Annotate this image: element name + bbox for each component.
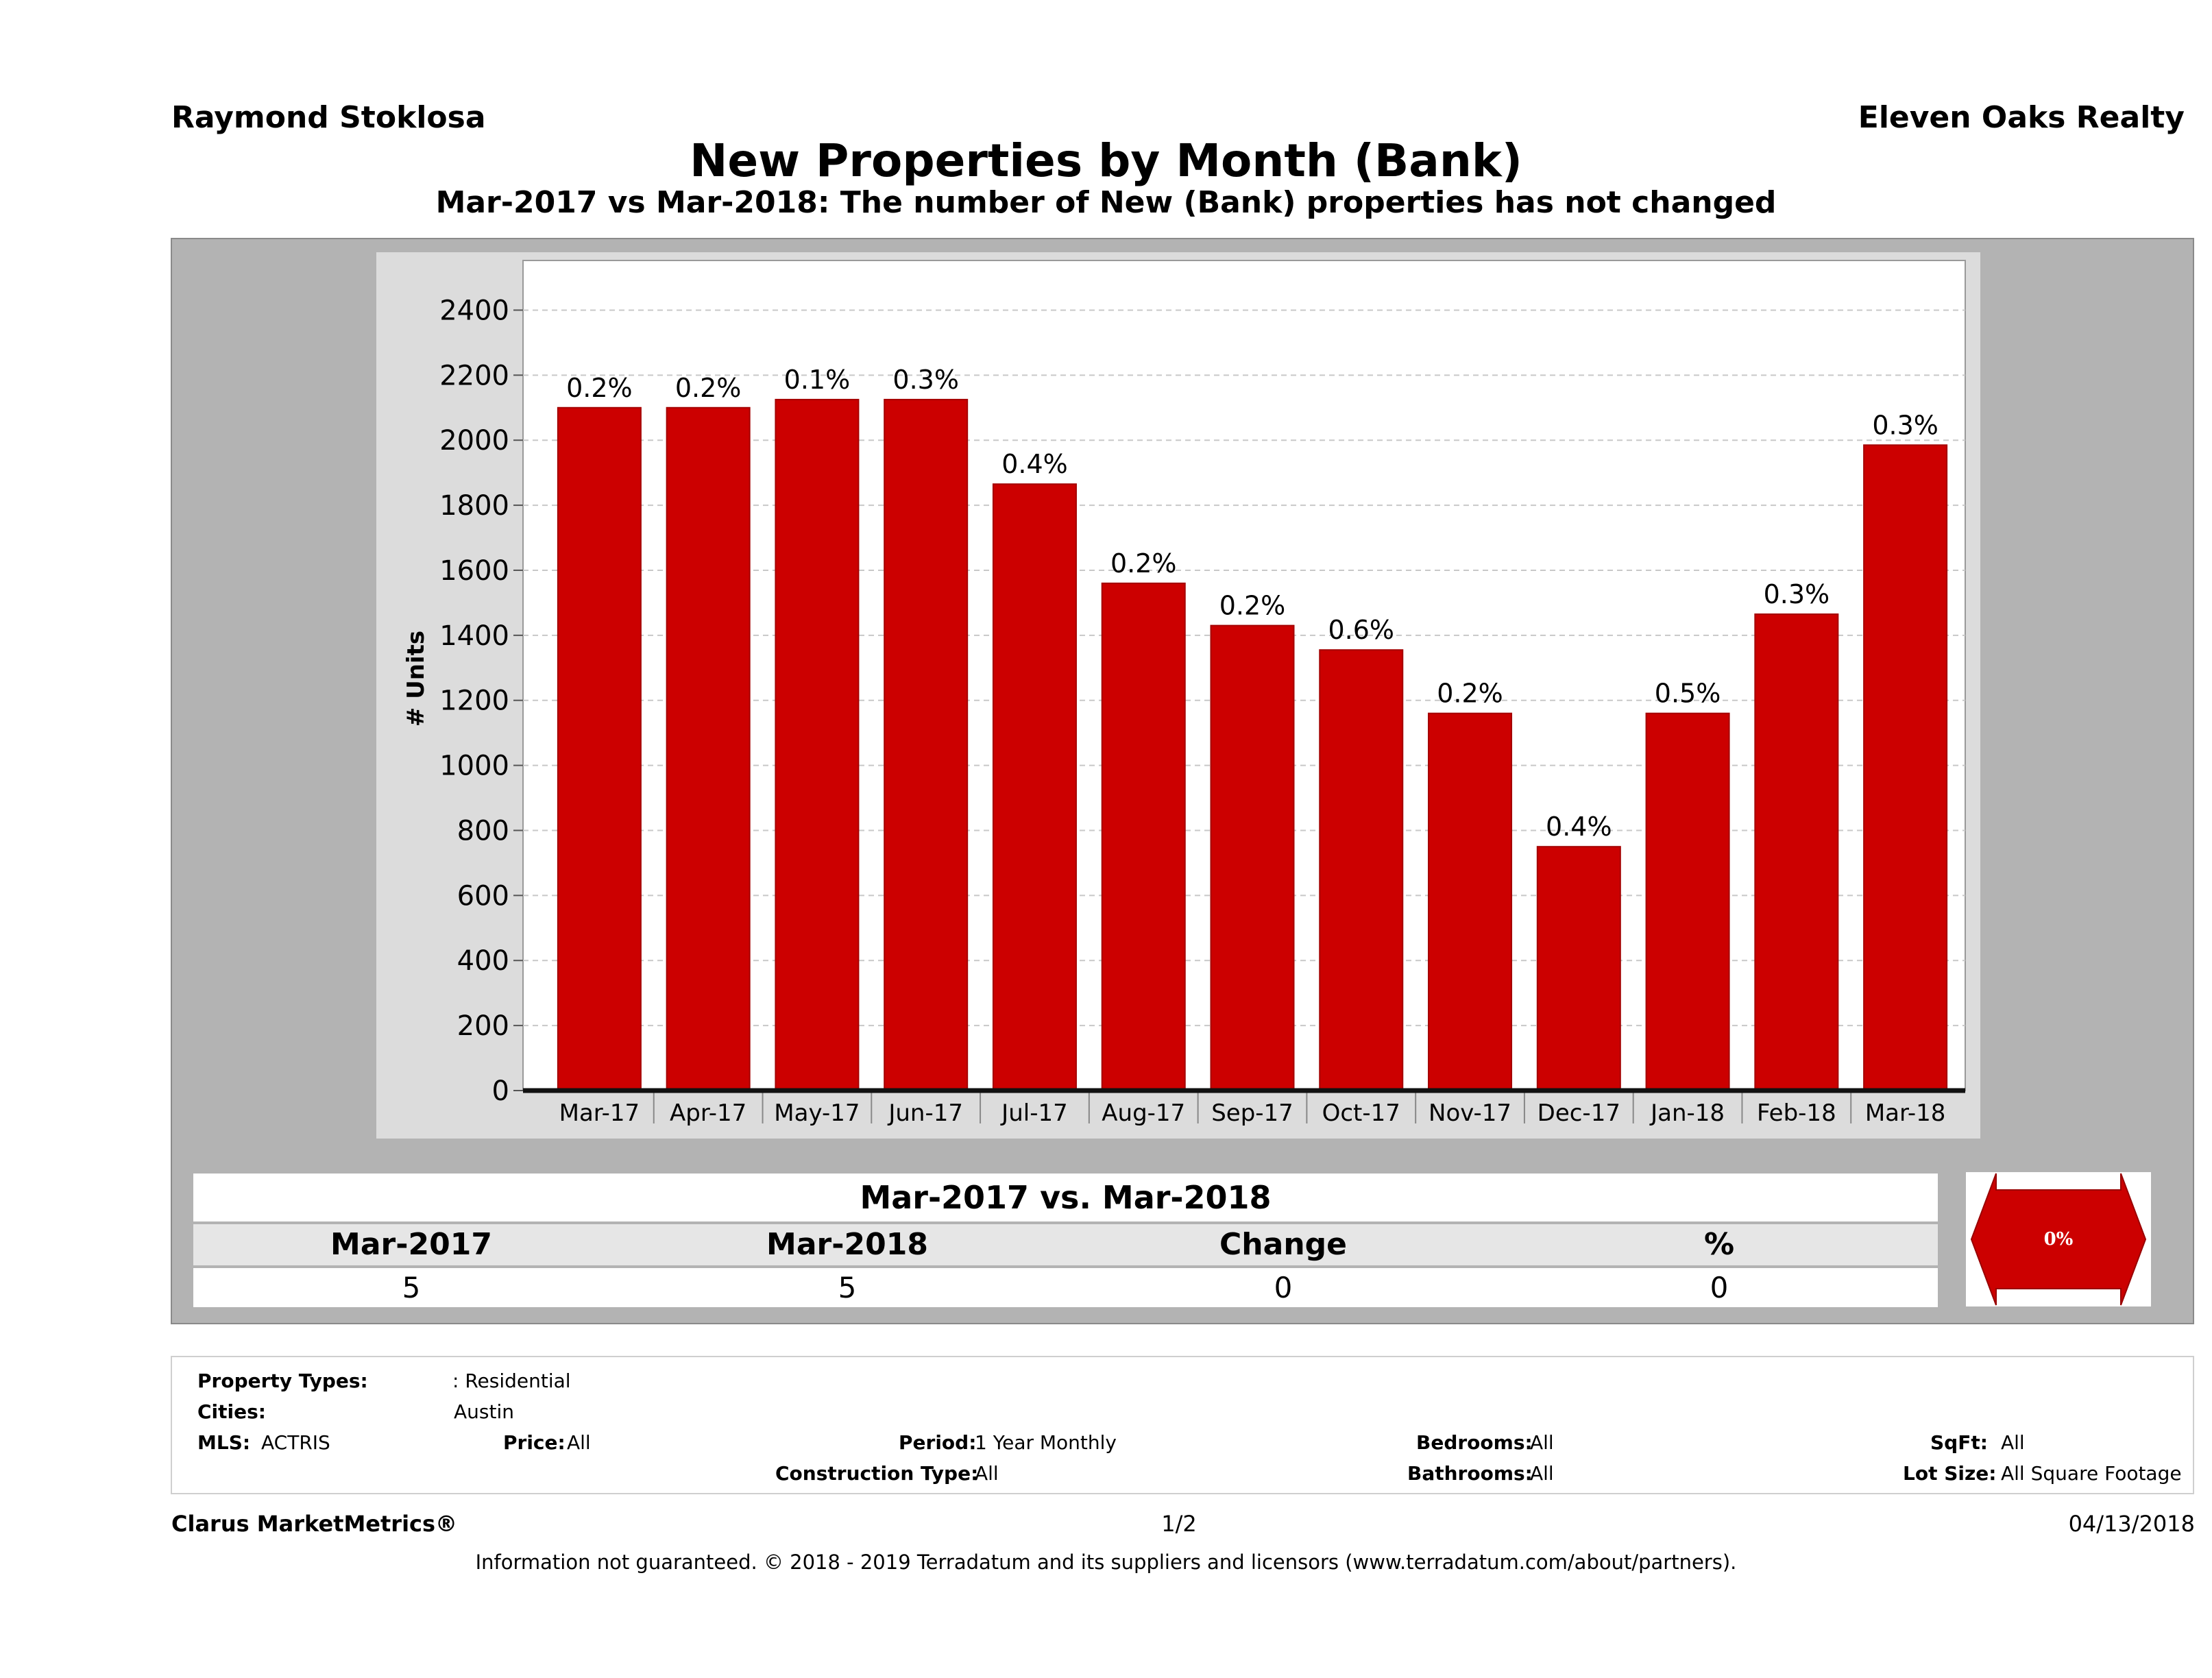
bedrooms-value: All: [1530, 1431, 1554, 1454]
report-date: 04/13/2018: [2068, 1511, 2195, 1537]
construction-type-label: Construction Type:: [775, 1462, 979, 1485]
page-subtitle: Mar-2017 vs Mar-2018: The number of New …: [435, 185, 1777, 220]
bar: [1754, 613, 1839, 1091]
y-tick-label: 200: [457, 1010, 509, 1042]
bar: [1645, 712, 1730, 1092]
bar-value-label: 0.1%: [784, 365, 851, 395]
bar: [1536, 846, 1621, 1091]
bar: [1210, 624, 1295, 1091]
bar-value-label: 0.5%: [1655, 679, 1721, 709]
company-name: Eleven Oaks Realty: [1858, 100, 2185, 135]
bar-value-label: 0.4%: [1001, 449, 1068, 479]
header-mar-2018: Mar-2018: [766, 1227, 928, 1262]
bar: [992, 483, 1077, 1091]
y-tick-label: 2400: [439, 295, 509, 326]
bar-value-label: 0.2%: [1110, 548, 1177, 579]
x-tick-label: Aug-17: [1102, 1099, 1185, 1127]
sqft-label: SqFt:: [1930, 1431, 1988, 1454]
lot-size-value: All Square Footage: [2001, 1462, 2182, 1485]
y-tick-label: 1800: [439, 490, 509, 522]
x-tick-label: May-17: [774, 1099, 860, 1127]
y-tick-label: 0: [492, 1075, 509, 1107]
change-indicator: 0%: [1966, 1172, 2151, 1306]
header-change: Change: [1219, 1227, 1347, 1262]
agent-name: Raymond Stoklosa: [171, 100, 486, 135]
y-tick-label: 800: [457, 815, 509, 847]
x-tick-label: Mar-18: [1865, 1099, 1946, 1127]
cities-value: Austin: [454, 1400, 514, 1423]
sqft-value: All: [2001, 1431, 2025, 1454]
price-value: All: [567, 1431, 591, 1454]
x-tick-label: Jul-17: [1000, 1099, 1068, 1127]
period-label: Period:: [899, 1431, 977, 1454]
comparison-header-row: Mar-2017 Mar-2018 Change %: [193, 1224, 1938, 1265]
filter-info: Property Types: : Residential Cities: Au…: [171, 1356, 2194, 1494]
bar-value-label: 0.2%: [675, 373, 742, 403]
x-tick-label: Oct-17: [1322, 1099, 1400, 1127]
comparison-title-row: Mar-2017 vs. Mar-2018: [193, 1174, 1938, 1221]
bar-value-label: 0.2%: [566, 373, 633, 403]
bar: [884, 398, 969, 1091]
y-tick-label: 1200: [439, 685, 509, 717]
bar: [1101, 582, 1186, 1091]
y-axis-label: # Units: [402, 631, 430, 727]
cities-label: Cities:: [197, 1400, 266, 1423]
bar: [666, 406, 751, 1091]
x-tick-label: Sep-17: [1211, 1099, 1293, 1127]
comparison-title: Mar-2017 vs. Mar-2018: [860, 1179, 1272, 1216]
x-tick-label: Nov-17: [1429, 1099, 1511, 1127]
bathrooms-label: Bathrooms:: [1407, 1462, 1533, 1485]
header-percent: %: [1703, 1227, 1735, 1262]
y-tick-label: 600: [457, 880, 509, 912]
bar-chart: 0 200 400 600 800 1000 1200 1400 1600 1800 2000 220…: [402, 260, 1966, 1127]
page-title: New Properties by Month (Bank): [690, 134, 1522, 187]
value-percent: 0: [1710, 1271, 1729, 1304]
price-label: Price:: [503, 1431, 566, 1454]
value-mar-2017: 5: [402, 1271, 421, 1304]
x-tick-label: Feb-18: [1757, 1099, 1836, 1127]
bar-value-label: 0.2%: [1437, 679, 1503, 709]
bar-value-label: 0.6%: [1328, 615, 1394, 645]
bar: [1428, 712, 1513, 1092]
comparison-value-row: 5 5 0 0: [193, 1268, 1938, 1307]
bedrooms-label: Bedrooms:: [1416, 1431, 1533, 1454]
double-arrow-icon: 0%: [1970, 1173, 2147, 1306]
lot-size-label: Lot Size:: [1903, 1462, 1997, 1485]
y-tick-label: 1400: [439, 620, 509, 652]
x-tick-label: Jan-18: [1649, 1099, 1725, 1127]
disclaimer: Information not guaranteed. © 2018 - 201…: [475, 1551, 1737, 1574]
header-mar-2017: Mar-2017: [330, 1227, 492, 1262]
page-number: 1/2: [1161, 1511, 1197, 1537]
x-tick-label: Dec-17: [1538, 1099, 1620, 1127]
y-tick-label: 2200: [439, 360, 509, 391]
mls-value: ACTRIS: [261, 1431, 330, 1454]
bar: [557, 406, 642, 1091]
bar: [1863, 444, 1948, 1091]
property-types-label: Property Types:: [197, 1370, 368, 1392]
bar: [1319, 649, 1404, 1091]
change-indicator-label: 0%: [2044, 1229, 2074, 1250]
construction-type-value: All: [975, 1462, 999, 1485]
bar-value-label: 0.3%: [1764, 579, 1830, 609]
value-mar-2018: 5: [838, 1271, 857, 1304]
y-tick-label: 400: [457, 945, 509, 977]
bathrooms-value: All: [1530, 1462, 1554, 1485]
property-types-value: : Residential: [452, 1370, 571, 1392]
bar-value-label: 0.2%: [1219, 591, 1286, 621]
x-tick-label: Apr-17: [670, 1099, 746, 1127]
x-tick-label: Mar-17: [559, 1099, 640, 1127]
bar-value-label: 0.3%: [892, 365, 959, 395]
y-tick-label: 1600: [439, 555, 509, 587]
y-tick-label: 1000: [439, 751, 509, 782]
footer-brand: Clarus MarketMetrics®: [171, 1511, 458, 1537]
mls-label: MLS:: [197, 1431, 251, 1454]
bar: [775, 398, 860, 1091]
period-value: 1 Year Monthly: [975, 1431, 1117, 1454]
x-tick-label: Jun-17: [887, 1099, 963, 1127]
value-change: 0: [1274, 1271, 1293, 1304]
y-tick-label: 2000: [439, 425, 509, 457]
bar-value-label: 0.3%: [1872, 410, 1938, 440]
bar-value-label: 0.4%: [1546, 812, 1612, 842]
